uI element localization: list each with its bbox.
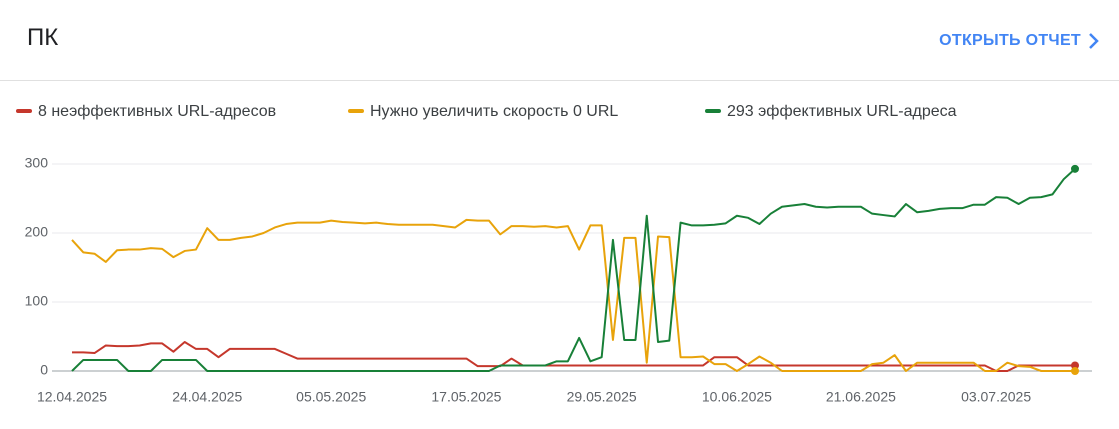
- series-line: [71, 168, 1076, 372]
- legend-label: 293 эффективных URL-адреса: [727, 103, 957, 120]
- end-point: [1071, 367, 1079, 375]
- x-tick-label: 03.07.2025: [961, 389, 1031, 405]
- open-report-link[interactable]: ОТКРЫТЬ ОТЧЕТ: [939, 32, 1081, 49]
- title: ПК: [27, 24, 59, 51]
- x-tick-label: 21.06.2025: [826, 389, 896, 405]
- end-point: [1071, 361, 1079, 370]
- x-tick-label: 29.05.2025: [567, 389, 637, 405]
- y-tick-label: 100: [25, 293, 49, 309]
- y-tick-label: 0: [40, 362, 48, 378]
- header: ПК ОТКРЫТЬ ОТЧЕТ: [0, 0, 1119, 81]
- legend-label: 8 неэффективных URL-адресов: [38, 103, 276, 120]
- y-tick-label: 300: [25, 155, 49, 171]
- series-line: [71, 218, 1075, 372]
- x-tick-label: 24.04.2025: [172, 389, 242, 405]
- x-tick-label: 10.06.2025: [702, 389, 772, 405]
- end-point: [1071, 164, 1079, 173]
- chevron-icon[interactable]: [1087, 32, 1101, 50]
- y-tick-label: 200: [25, 224, 49, 240]
- x-tick-label: 05.05.2025: [296, 389, 366, 405]
- x-tick-label: 12.04.2025: [37, 389, 107, 405]
- x-tick-label: 17.05.2025: [431, 389, 501, 405]
- series-line: [72, 341, 1075, 372]
- legend-label: Нужно увеличить скорость 0 URL: [370, 103, 618, 120]
